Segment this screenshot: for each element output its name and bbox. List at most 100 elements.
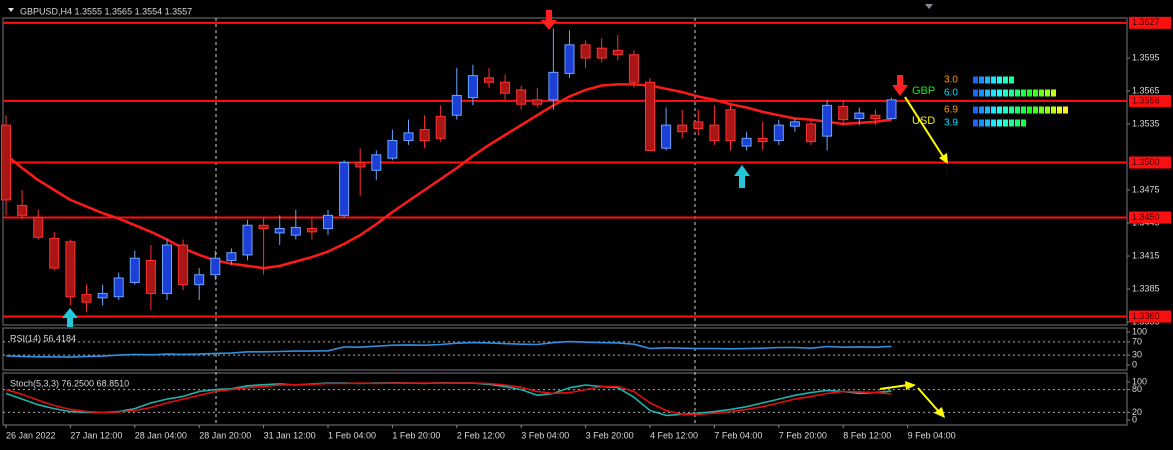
- y-tick-label: 1.3385: [1132, 283, 1160, 293]
- candle-body: [355, 162, 366, 168]
- strength-block: [985, 119, 990, 127]
- menu-arrow[interactable]: [8, 8, 14, 12]
- strength-block: [1021, 89, 1026, 97]
- strength-block: [973, 89, 978, 97]
- y-tick-label: 1.3535: [1132, 118, 1160, 128]
- strength-block: [1045, 106, 1050, 114]
- strength-block: [1045, 89, 1050, 97]
- strength-block: [1015, 89, 1020, 97]
- shift-marker: [925, 4, 933, 9]
- strength-block: [1033, 89, 1038, 97]
- candle-body: [741, 137, 752, 147]
- candle-body: [822, 104, 833, 137]
- y-tick-label: 80: [1132, 384, 1142, 394]
- candle-body: [306, 228, 317, 233]
- candle-body: [693, 121, 704, 129]
- level-label: 1.3360: [1132, 311, 1160, 321]
- level-label: 1.3450: [1132, 212, 1160, 222]
- candle-body: [886, 99, 897, 120]
- rsi-panel-frame: [2, 327, 1128, 371]
- x-tick-label: 27 Jan 12:00: [70, 430, 122, 440]
- candle-body: [484, 77, 494, 83]
- strength-block: [979, 89, 984, 97]
- strength-block: [985, 106, 990, 114]
- strength-value: 3.0: [944, 75, 958, 86]
- candle-body: [677, 124, 688, 133]
- level-label-box: [1129, 310, 1171, 323]
- strength-value: 6.9: [944, 105, 958, 116]
- strength-block: [1021, 119, 1026, 127]
- level-label-box: [1129, 211, 1171, 224]
- candle-body: [709, 124, 720, 142]
- candle-body: [178, 244, 189, 286]
- strength-block: [1003, 106, 1008, 114]
- strength-block: [985, 76, 990, 84]
- forecast-line: [904, 96, 945, 159]
- candle-body: [838, 105, 849, 121]
- strength-block: [973, 76, 978, 84]
- y-tick-label: 0: [1132, 414, 1137, 424]
- x-tick-label: 2 Feb 12:00: [457, 430, 505, 440]
- candle-body: [403, 132, 414, 142]
- level-label-box: [1129, 94, 1171, 107]
- strength-block: [979, 76, 984, 84]
- candle-body: [467, 75, 478, 99]
- candle-body: [129, 257, 140, 283]
- candle-body: [612, 49, 623, 56]
- level-label: 1.3500: [1132, 157, 1160, 167]
- forecast-head: [934, 407, 945, 418]
- level-label: 1.3556: [1132, 95, 1160, 105]
- strength-block: [973, 119, 978, 127]
- candle-body: [1, 124, 11, 201]
- strength-value: 6.0: [944, 88, 958, 99]
- candle-body: [854, 112, 865, 120]
- x-tick-label: 9 Feb 04:00: [908, 430, 956, 440]
- x-tick-label: 8 Feb 12:00: [843, 430, 891, 440]
- candle-body: [323, 214, 333, 230]
- strength-block: [1051, 106, 1056, 114]
- strength-block: [991, 119, 996, 127]
- y-tick-label: 20: [1132, 407, 1142, 417]
- candle-body: [757, 137, 768, 143]
- candle-body: [596, 47, 607, 59]
- candle-body: [419, 129, 430, 142]
- strength-block: [973, 106, 978, 114]
- candle-body: [645, 81, 655, 151]
- candle-body: [725, 109, 736, 142]
- x-tick-label: 1 Feb 04:00: [328, 430, 376, 440]
- candle-body: [258, 224, 269, 230]
- buy-arrow: [62, 308, 78, 327]
- y-tick-label: 100: [1132, 376, 1147, 386]
- candle-body: [65, 241, 76, 298]
- candle-body: [435, 115, 446, 139]
- strength-block: [1015, 119, 1020, 127]
- strength-block: [997, 76, 1002, 84]
- strength-block: [1021, 106, 1026, 114]
- signal-arrows: [62, 10, 948, 418]
- x-tick-label: 7 Feb 20:00: [779, 430, 827, 440]
- level-label-box: [1129, 16, 1171, 29]
- candle-body: [516, 89, 527, 105]
- x-tick-label: 31 Jan 12:00: [264, 430, 316, 440]
- strength-block: [1009, 89, 1014, 97]
- x-tick-label: 4 Feb 12:00: [650, 430, 698, 440]
- plot-layer: 1.33551.33851.34151.34451.34751.35351.35…: [1, 16, 1171, 440]
- y-tick-label: 100: [1132, 326, 1147, 336]
- x-tick-label: 28 Jan 04:00: [135, 430, 187, 440]
- x-tick-label: 3 Feb 04:00: [521, 430, 569, 440]
- strength-block: [991, 106, 996, 114]
- candle-body: [661, 124, 672, 149]
- indicator-line: [5, 382, 892, 416]
- candle-body: [210, 257, 221, 276]
- candle-body: [33, 217, 44, 238]
- candle-body: [290, 226, 301, 236]
- x-tick-label: 28 Jan 20:00: [199, 430, 251, 440]
- candle-body: [274, 228, 285, 234]
- candle-body: [628, 54, 639, 83]
- strength-block: [1027, 106, 1032, 114]
- candle-body: [194, 274, 205, 286]
- candle-body: [564, 44, 575, 74]
- x-tick-label: 26 Jan 2022: [6, 430, 56, 440]
- x-tick-label: 7 Feb 04:00: [714, 430, 762, 440]
- strength-block: [985, 89, 990, 97]
